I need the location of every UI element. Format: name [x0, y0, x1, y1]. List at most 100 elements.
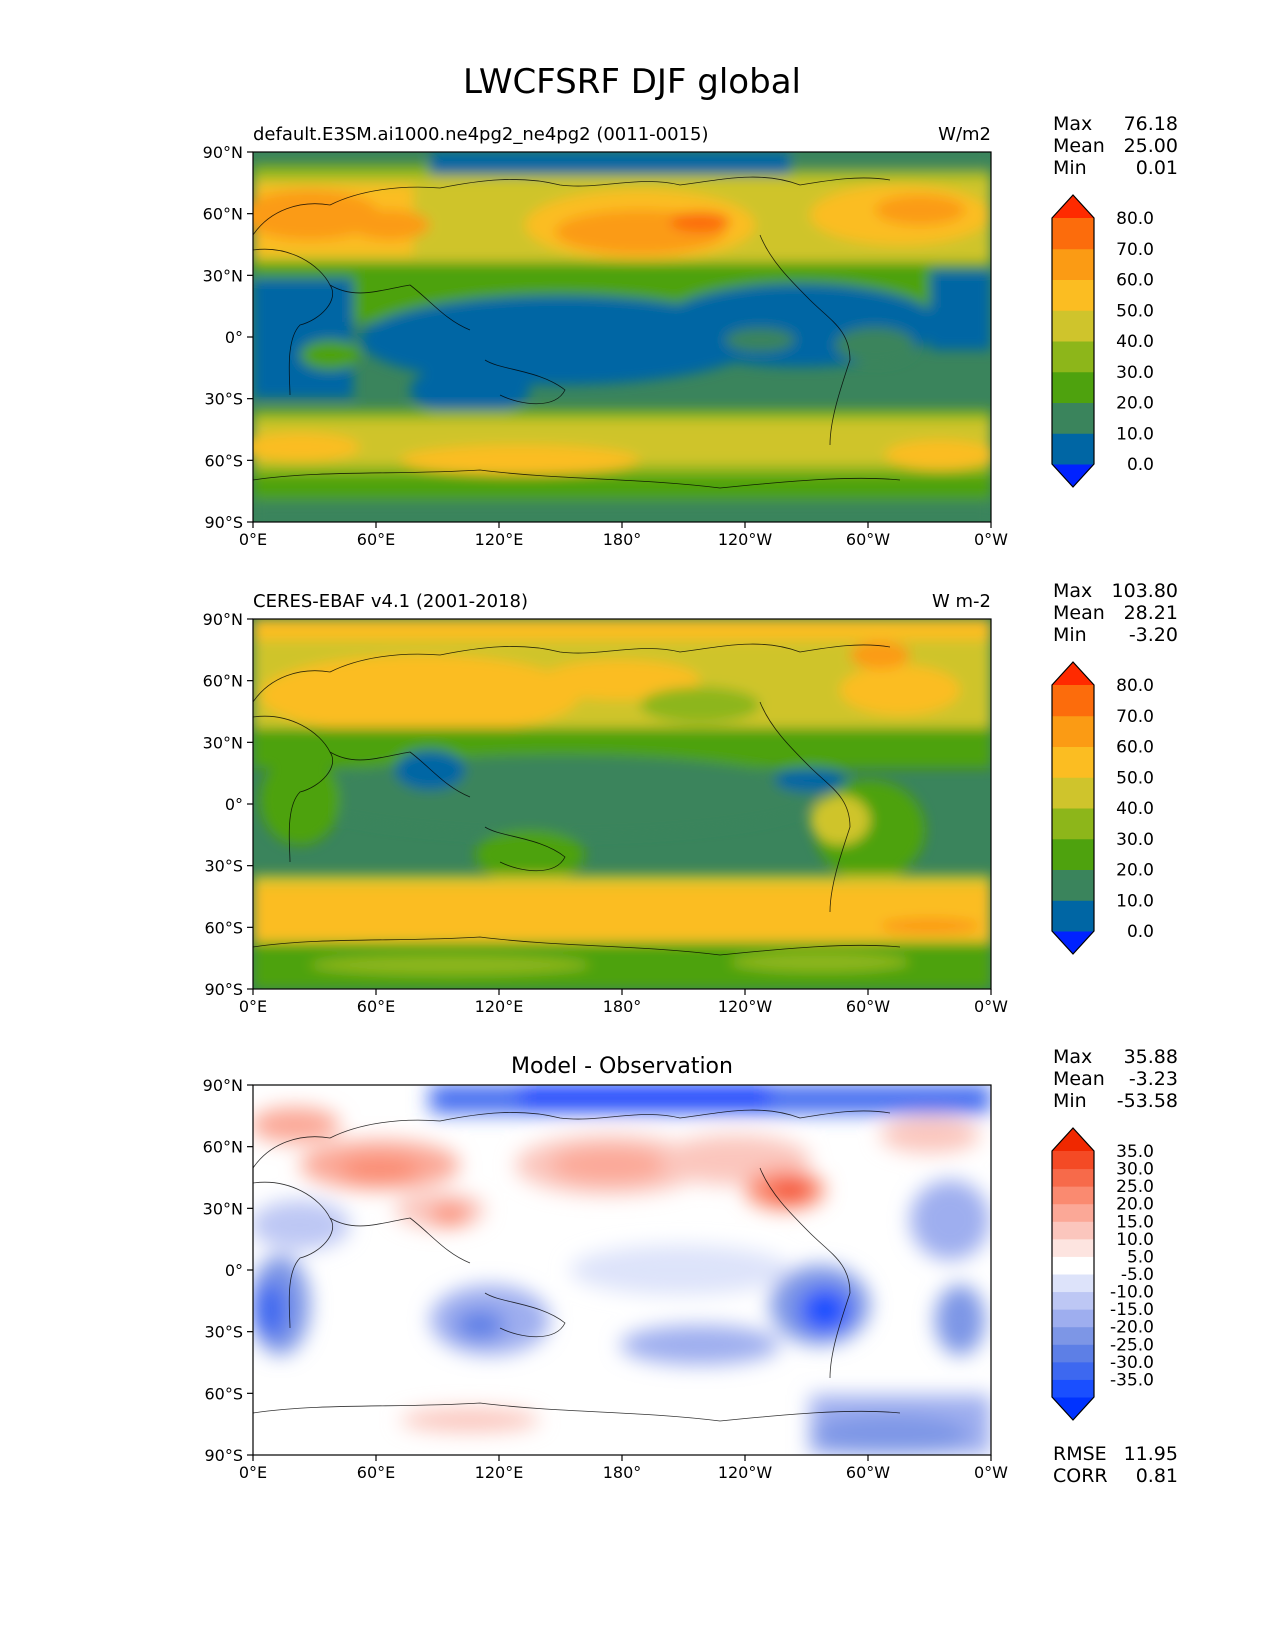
colorbar-tick-label: 50.0 [1116, 768, 1154, 788]
lat-tick-label: 30°S [204, 390, 243, 409]
colorbar-tick-label: 60.0 [1116, 271, 1154, 291]
colorbar-tick-label: -15.0 [1110, 1300, 1154, 1320]
lon-tick-label: 0°W [974, 530, 1008, 549]
lon-tick-label: 0°E [239, 997, 267, 1016]
colorbar-segment [1052, 715, 1094, 747]
lon-tick-label: 0°W [974, 1463, 1008, 1482]
colorbar-tick-label: 60.0 [1116, 738, 1154, 758]
colorbar-segment [1052, 1168, 1094, 1187]
colorbar-tick-label: -25.0 [1110, 1335, 1154, 1355]
colorbar-tick-label: -35.0 [1110, 1370, 1154, 1390]
colorbar-segment [1052, 808, 1094, 840]
lon-tick-label: 120°W [718, 1463, 773, 1482]
colorbar-tick-label: 35.0 [1116, 1142, 1154, 1162]
colorbar-segment [1052, 248, 1094, 280]
colorbar-segment [1052, 433, 1094, 465]
colorbar-segment [1052, 838, 1094, 870]
stat-value: 28.21 [1124, 602, 1178, 624]
colorbar-tick-label: -20.0 [1110, 1318, 1154, 1338]
lon-tick-label: 0°E [239, 530, 267, 549]
colorbar-tick-label: 70.0 [1116, 240, 1154, 260]
lat-tick-label: 90°N [203, 1076, 243, 1095]
colorbar-segment [1052, 777, 1094, 809]
lat-tick-label: 0° [225, 1261, 243, 1280]
colorbar-segment [1052, 341, 1094, 373]
lat-tick-label: 90°S [204, 980, 243, 999]
lat-tick-label: 30°N [203, 1199, 243, 1218]
panel-units: W/m2 [938, 124, 991, 145]
lon-tick-label: 120°E [475, 997, 524, 1016]
colorbar-tick-label: 0.0 [1127, 922, 1154, 942]
colorbar-segment [1052, 1203, 1094, 1222]
colorbar-segment [1052, 1151, 1094, 1170]
stat-label: Max [1053, 1046, 1092, 1068]
stat-value: 11.95 [1124, 1443, 1178, 1465]
panel-difference [252, 1084, 992, 1456]
stat-value: -53.58 [1117, 1090, 1178, 1112]
lon-tick-label: 0°W [974, 997, 1008, 1016]
stat-label: Max [1053, 580, 1092, 602]
lat-tick-label: 30°N [203, 266, 243, 285]
colorbar-segment [1052, 1256, 1094, 1275]
colorbar-segment [1052, 1379, 1094, 1398]
stat-value: 103.80 [1112, 580, 1178, 602]
colorbar-extend-max [1052, 662, 1094, 685]
lat-tick-label: 90°N [203, 143, 243, 162]
lat-tick-label: 60°S [204, 1384, 243, 1403]
colorbar-tick-label: 80.0 [1116, 676, 1154, 696]
lon-tick-label: 120°E [475, 530, 524, 549]
stat-value: -3.23 [1129, 1068, 1178, 1090]
stat-label: Max [1053, 113, 1092, 135]
colorbar-tick-label: 50.0 [1116, 301, 1154, 321]
colorbar-segment [1052, 1274, 1094, 1293]
stat-label: Mean [1053, 602, 1105, 624]
colorbar-segment [1052, 1186, 1094, 1205]
lon-tick-label: 0°E [239, 1463, 267, 1482]
panel-model [252, 151, 992, 523]
lon-tick-label: 120°W [718, 997, 773, 1016]
lat-tick-label: 0° [225, 328, 243, 347]
colorbar-tick-label: 30.0 [1116, 830, 1154, 850]
stat-label: Mean [1053, 1068, 1105, 1090]
colorbar-tick-label: 40.0 [1116, 799, 1154, 819]
colorbar-segment [1052, 1326, 1094, 1345]
stat-label: Min [1053, 157, 1087, 179]
stat-label: Min [1053, 624, 1087, 646]
colorbar-tick-label: 5.0 [1127, 1247, 1154, 1267]
lat-tick-label: 30°S [204, 857, 243, 876]
stat-value: 76.18 [1124, 113, 1178, 135]
lat-tick-label: 60°N [203, 205, 243, 224]
colorbar-tick-label: 0.0 [1127, 455, 1154, 475]
stat-label: Mean [1053, 135, 1105, 157]
colorbar-tick-label: -5.0 [1121, 1265, 1154, 1285]
colorbar-extend-max [1052, 1128, 1094, 1151]
stat-value: 0.01 [1136, 157, 1178, 179]
colorbar-outline [1051, 1127, 1095, 1421]
colorbar-tick-label: 70.0 [1116, 707, 1154, 727]
lon-tick-label: 180° [603, 1463, 642, 1482]
lat-tick-label: 60°N [203, 672, 243, 691]
lat-tick-label: 60°S [204, 918, 243, 937]
lat-tick-label: 30°S [204, 1323, 243, 1342]
figure-title: LWCFSRF DJF global [463, 62, 801, 102]
colorbar-tick-label: 10.0 [1116, 891, 1154, 911]
colorbar-segment [1052, 1361, 1094, 1380]
lon-tick-label: 120°W [718, 530, 773, 549]
map-field-observation [253, 619, 991, 989]
lat-tick-label: 30°N [203, 733, 243, 752]
lon-tick-label: 180° [603, 997, 642, 1016]
lon-tick-label: 60°E [357, 1463, 395, 1482]
coastlines-observation [253, 643, 901, 956]
stat-value: -3.20 [1129, 624, 1178, 646]
colorbar-segment [1052, 371, 1094, 403]
stat-label: RMSE [1053, 1443, 1107, 1465]
panel-units: W m-2 [932, 591, 991, 612]
colorbar-extend-min [1052, 464, 1094, 487]
stat-value: 35.88 [1124, 1046, 1178, 1068]
colorbar-extend-max [1052, 195, 1094, 218]
colorbar-tick-label: 10.0 [1116, 1230, 1154, 1250]
colorbar-tick-label: -30.0 [1110, 1353, 1154, 1373]
colorbar-tick-label: 15.0 [1116, 1212, 1154, 1232]
colorbar-tick-label: 20.0 [1116, 1195, 1154, 1215]
